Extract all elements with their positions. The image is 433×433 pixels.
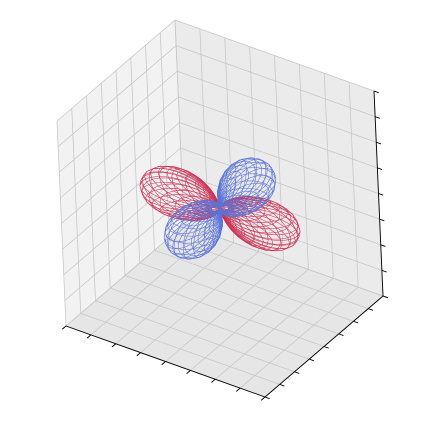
z-axis-tick: [379, 218, 385, 222]
negative-lobe-pair-wire: [217, 173, 276, 209]
z-axis-tick: [377, 167, 383, 170]
grid-line-left-y: [145, 45, 155, 251]
x-axis-tick: [236, 387, 241, 392]
negative-lobe-pair-wire: [217, 180, 274, 209]
negative-lobe-pair-wire: [216, 209, 221, 220]
grid-line-left-z: [57, 45, 177, 147]
negative-lobe-pair-wire: [166, 208, 223, 237]
negative-lobe-pair-wire: [218, 208, 245, 217]
negative-lobe-pair-wire: [218, 184, 231, 207]
positive-lobe-pair-wire: [222, 213, 297, 246]
negative-lobe-pair-wire: [217, 187, 269, 210]
negative-lobe-pair-wire: [217, 158, 273, 207]
y-axis-tick: [338, 333, 344, 336]
grid-line-left-y: [174, 19, 185, 226]
x-axis-tick: [161, 361, 166, 366]
y-axis-tick: [309, 358, 315, 362]
negative-lobe-pair-wire: [191, 211, 222, 252]
positive-lobe-pair-wire: [229, 206, 299, 231]
positive-lobe-pair-wire: [222, 214, 288, 251]
y-axis-tick: [368, 308, 374, 311]
grid-line-left-z: [61, 122, 180, 224]
negative-lobe-pair-wire: [203, 210, 222, 240]
grid-line-floor-y: [139, 262, 339, 335]
y-axis-tick: [294, 371, 300, 374]
grid-line-back-z: [174, 19, 375, 92]
negative-lobe-pair-wire: [218, 208, 221, 216]
negative-lobe-pair-wire: [218, 205, 251, 215]
grid-line-floor-y: [154, 249, 354, 322]
grid-line-back-x: [298, 64, 309, 270]
negative-lobe-pair-wire: [217, 162, 275, 208]
grid-line-back-x: [348, 82, 359, 288]
positive-lobe-pair-wire: [222, 212, 297, 236]
negative-lobe-pair-wire: [195, 200, 222, 209]
y-axis-tick: [382, 295, 388, 299]
wireframe-surface: [139, 157, 301, 260]
z-axis-tick: [374, 116, 380, 119]
x-axis-tick: [86, 334, 92, 339]
x-axis-tick: [136, 352, 141, 357]
positive-lobe-pair-wire: [229, 207, 301, 237]
axis-lines: [61, 90, 388, 401]
y-axis-tick: [264, 396, 270, 400]
negative-lobes: [163, 157, 277, 260]
grid-line-floor-y: [169, 237, 369, 310]
negative-lobe-pair-wire: [217, 167, 277, 208]
grid-line-back-z: [178, 96, 378, 169]
z-axis-tick: [381, 269, 387, 273]
negative-lobe-pair-wire: [163, 209, 223, 250]
y-axis-tick: [353, 320, 359, 324]
negative-lobe-pair-wire: [197, 210, 222, 247]
x-axis-tick: [61, 325, 67, 330]
positive-lobe-pair-wire: [222, 213, 298, 241]
z-axis-tick: [378, 193, 384, 196]
negative-lobe-pair-wire: [209, 210, 222, 233]
grid-line-back-z: [177, 70, 377, 143]
grid-line-left-z: [56, 19, 176, 122]
z-axis-tick: [376, 141, 382, 145]
negative-lobe-pair-wire: [213, 209, 221, 226]
z-axis-tick: [373, 90, 379, 94]
grid-line-floor-y: [183, 224, 384, 297]
grid-line-left-z: [60, 96, 179, 199]
negative-lobe-pair-wire: [218, 194, 264, 212]
negative-lobe-pair-wire: [164, 208, 223, 244]
negative-lobe-pair-wire: [219, 191, 227, 208]
negative-lobe-pair-wire: [217, 160, 256, 206]
grid-line-left-z: [58, 70, 178, 173]
negative-lobe-pair-wire: [184, 211, 223, 257]
positive-lobe-pair-wire: [221, 197, 236, 207]
grid-line-back-x: [323, 73, 334, 279]
grid-lines: [56, 19, 384, 398]
positive-lobe-pair-wire: [145, 188, 218, 213]
x-axis-tick: [211, 378, 216, 383]
negative-lobe-pair-wire: [218, 170, 243, 207]
positive-lobe-pair-wire: [140, 171, 218, 209]
x-axis-tick: [260, 396, 266, 401]
grid-line-back-z: [179, 122, 379, 194]
negative-lobe-pair-wire: [176, 205, 222, 223]
positive-lobe-pair-wire: [222, 214, 294, 250]
x-axis-tick: [111, 343, 117, 348]
grid-line-floor-y: [124, 275, 325, 347]
y-axis-tick: [323, 346, 329, 349]
negative-lobe-pair-wire: [218, 165, 249, 206]
negative-lobe-pair-wire: [177, 211, 223, 259]
positive-lobe-pair-wire: [139, 176, 218, 210]
y-axis-tick: [279, 383, 285, 387]
positive-lobe-pair-wire: [144, 167, 218, 209]
grid-line-left-y: [130, 57, 141, 263]
x-axis-tick: [186, 370, 191, 374]
grid-line-floor-x: [214, 277, 334, 380]
grid-line-back-z: [175, 45, 376, 118]
grid-line-floor-x: [239, 286, 359, 389]
negative-lobe-pair-wire: [218, 201, 258, 213]
grid-line-floor-x: [190, 269, 309, 371]
z-axis-tick: [380, 244, 386, 247]
positive-lobe-pair-wire: [141, 181, 218, 211]
